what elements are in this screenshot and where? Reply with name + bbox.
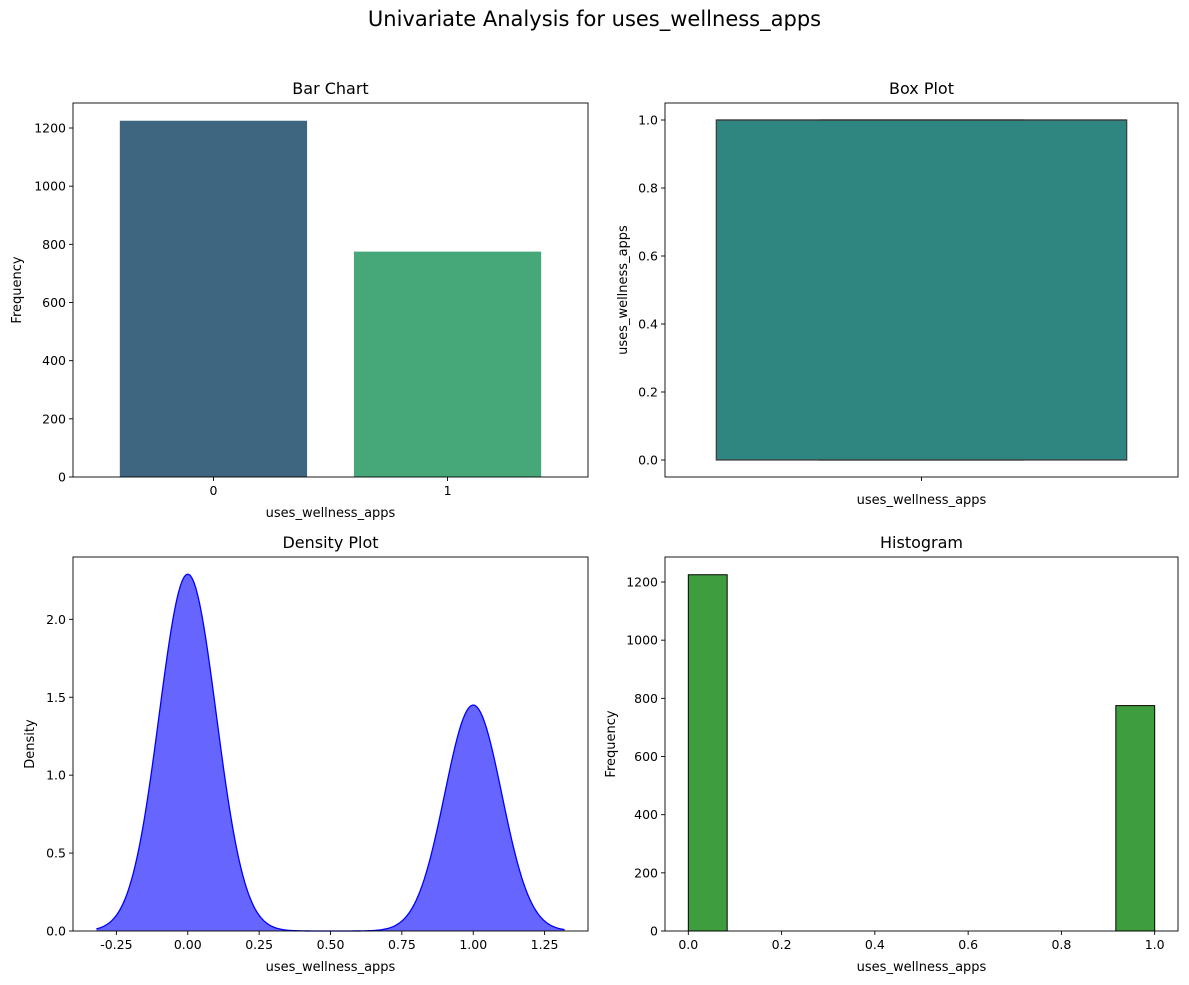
- x-tick-label: 1.0: [1145, 937, 1165, 952]
- y-axis-label: Frequency: [10, 256, 25, 323]
- x-axis-label: uses_wellness_apps: [857, 960, 987, 975]
- y-tick-label: 600: [634, 749, 658, 764]
- x-tick-label: 0.25: [245, 937, 273, 952]
- y-axis-label: Frequency: [604, 710, 619, 777]
- y-tick-label: 0: [58, 470, 66, 485]
- y-tick-label: 0.8: [638, 181, 658, 196]
- x-tick-label: 0.6: [958, 937, 978, 952]
- y-tick-label: 0.2: [638, 385, 658, 400]
- bar: [353, 251, 542, 477]
- axes-frame: [664, 556, 1179, 932]
- y-tick-label: 400: [634, 807, 658, 822]
- panel-title: Box Plot: [889, 79, 954, 98]
- y-tick-label: 0: [650, 924, 658, 939]
- axes-frame: [72, 556, 589, 932]
- x-tick-label: 0.75: [388, 937, 416, 952]
- histogram-bar: [687, 574, 728, 932]
- y-tick-label: 1200: [626, 575, 658, 590]
- bar: [119, 120, 308, 477]
- y-tick-label: 0.0: [638, 453, 658, 468]
- x-tick-label: 0.2: [772, 937, 792, 952]
- x-tick-label: 0.8: [1051, 937, 1071, 952]
- histogram: 0.0 0.2 0.4 0.6 0.8 1.0 0 200 400 600 800 1000 1200 H…: [604, 533, 1179, 975]
- y-tick-label: 0.6: [638, 249, 658, 264]
- bar-chart: 0 1 0 200 400 600 800 1000 1200 Bar Chart uses_wel…: [10, 79, 589, 521]
- y-tick-label: 1.0: [638, 113, 658, 128]
- histogram-bar: [1115, 705, 1156, 932]
- x-axis-label: uses_wellness_apps: [266, 960, 396, 975]
- density-area: [96, 574, 565, 931]
- y-axis-label: uses_wellness_apps: [616, 225, 631, 355]
- x-tick-label: 0.0: [678, 937, 698, 952]
- panel-title: Histogram: [880, 533, 963, 552]
- x-tick-label: 0.00: [174, 937, 202, 952]
- axes-frame: [72, 102, 589, 478]
- box-plot: 0.0 0.2 0.4 0.6 0.8 1.0 Box Plot uses_wellness_…: [616, 79, 1179, 508]
- y-tick-label: 600: [42, 295, 66, 310]
- x-tick-label: 1.00: [459, 937, 487, 952]
- x-axis-label: uses_wellness_apps: [857, 493, 987, 508]
- x-axis-label: uses_wellness_apps: [266, 506, 396, 521]
- x-tick-label: 0.4: [865, 937, 885, 952]
- box: [715, 119, 1128, 461]
- y-tick-label: 2.0: [46, 612, 66, 627]
- y-tick-label: 1000: [626, 633, 658, 648]
- y-tick-label: 200: [42, 411, 66, 426]
- y-axis-label: Density: [23, 719, 38, 769]
- y-tick-label: 1.5: [46, 690, 66, 705]
- density-plot: -0.25 0.00 0.25 0.50 0.75 1.00 1.25 0.0 0.5 1.0 1.…: [23, 533, 589, 975]
- y-tick-label: 400: [42, 353, 66, 368]
- y-tick-label: 0.5: [46, 846, 66, 861]
- y-tick-label: 1.0: [46, 768, 66, 783]
- panel-title: Bar Chart: [292, 79, 368, 98]
- y-tick-label: 800: [42, 237, 66, 252]
- x-tick-label: -0.25: [100, 937, 132, 952]
- x-tick-label: 1: [444, 483, 452, 498]
- x-tick-label: 0: [209, 483, 217, 498]
- x-tick-label: 1.25: [531, 937, 559, 952]
- y-tick-label: 1200: [34, 121, 66, 136]
- y-tick-label: 0.4: [638, 317, 658, 332]
- x-tick-label: 0.50: [317, 937, 345, 952]
- y-tick-label: 1000: [34, 179, 66, 194]
- panel-title: Density Plot: [282, 533, 378, 552]
- y-tick-label: 200: [634, 865, 658, 880]
- figure-title: Univariate Analysis for uses_wellness_ap…: [368, 7, 821, 32]
- y-tick-label: 0.0: [46, 924, 66, 939]
- axes-frame: [664, 102, 1179, 478]
- y-tick-label: 800: [634, 691, 658, 706]
